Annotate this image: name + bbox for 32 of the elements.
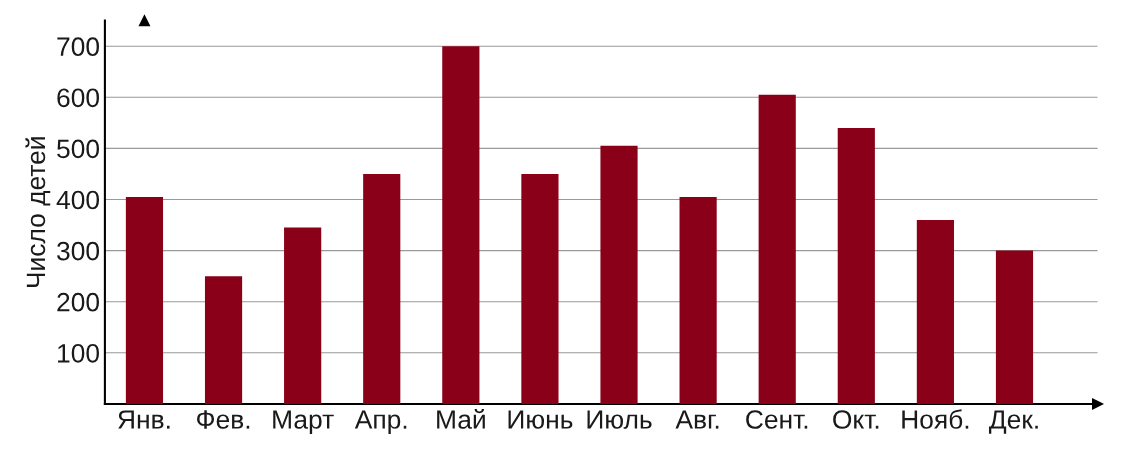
y-axis-title: Число детей (25, 137, 51, 288)
x-tick-label: Авг. (675, 410, 719, 429)
x-tick-label: Май (437, 409, 485, 429)
y-tick-label: 600 (57, 88, 100, 108)
y-tick-label: 100 (58, 343, 100, 363)
bar (679, 196, 717, 404)
x-tick-label: Июнь (508, 410, 573, 429)
bar (363, 173, 401, 404)
x-tick-label: Нояб. (902, 409, 969, 429)
bar (284, 227, 322, 404)
x-tick-label: Июль (587, 410, 652, 429)
x-tick-label: Март (273, 410, 334, 435)
y-tick-label: 400 (56, 190, 100, 210)
y-tick-label: 200 (57, 292, 100, 312)
x-tick-label: Сент. (746, 410, 808, 429)
bar (521, 173, 559, 404)
x-tick-label: Янв. (118, 410, 170, 429)
x-tick-label: Фев. (197, 410, 250, 429)
y-tick-label: 300 (57, 241, 100, 261)
y-tick-label: 500 (57, 139, 100, 159)
y-tick-label: 700 (57, 37, 100, 57)
bar (837, 127, 875, 404)
bar (442, 46, 480, 404)
bar (916, 219, 954, 404)
bar (758, 94, 796, 404)
x-tick-label: Дек. (988, 410, 1038, 434)
bar (125, 196, 164, 404)
x-tick-label: Окт. (833, 410, 879, 429)
x-tick-label: Апр. (354, 410, 407, 435)
bar (600, 145, 638, 404)
bar (995, 250, 1034, 404)
bar (204, 276, 243, 404)
